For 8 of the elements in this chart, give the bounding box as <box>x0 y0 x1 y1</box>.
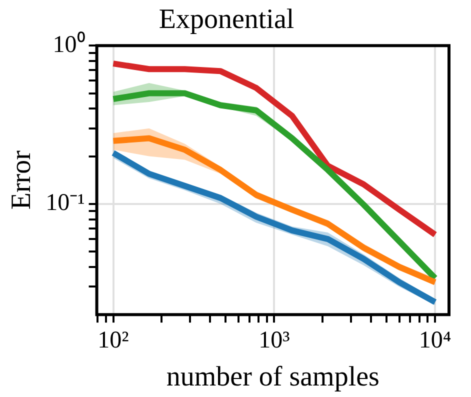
y-tick-label: 10⁰ <box>52 30 85 58</box>
x-tick-label: 10⁴ <box>418 327 452 354</box>
chart-title: Exponential <box>158 4 294 36</box>
y-axis-title: Error <box>6 150 38 210</box>
y-tick-label: 10⁻¹ <box>46 190 85 216</box>
x-tick-label: 10² <box>98 327 129 354</box>
x-axis-title: number of samples <box>166 362 380 393</box>
x-tick-label: 10³ <box>258 327 290 354</box>
